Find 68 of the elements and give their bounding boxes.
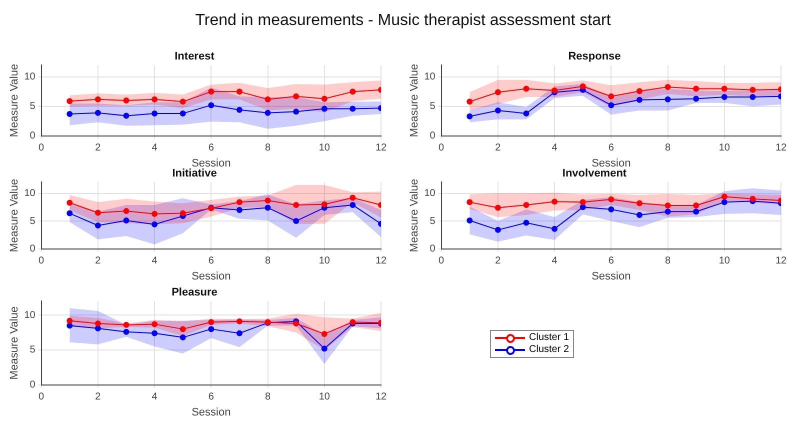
chart-title: Initiative bbox=[172, 168, 217, 180]
x-tick-label: 6 bbox=[608, 142, 614, 154]
y-tick-label: 0 bbox=[30, 244, 36, 255]
x-tick-label: 0 bbox=[438, 256, 445, 267]
chart-title: Trend in measurements - Music therapist assessment start bbox=[194, 12, 612, 30]
x-tick-label: 10 bbox=[318, 392, 330, 403]
x-tick-label: 2 bbox=[95, 256, 102, 267]
x-tick-label: 10 bbox=[718, 256, 730, 267]
x-tick-label: 10 bbox=[718, 142, 730, 154]
x-tick-label: 8 bbox=[264, 256, 271, 267]
x-tick-label: 2 bbox=[95, 392, 102, 403]
x-tick-label: 6 bbox=[608, 256, 614, 267]
x-tick-label: 12 bbox=[775, 142, 787, 154]
x-tick-label: 8 bbox=[664, 142, 671, 154]
y-tick-label: 10 bbox=[424, 188, 436, 200]
chart-title: Response bbox=[568, 50, 621, 63]
x-tick-label: 4 bbox=[152, 142, 158, 154]
y-tick-label: 5 bbox=[430, 216, 436, 227]
x-tick-label: 12 bbox=[375, 142, 387, 154]
x-tick-label: 0 bbox=[438, 142, 445, 154]
x-tick-label: 10 bbox=[318, 142, 330, 154]
y-tick-label: 0 bbox=[430, 130, 436, 142]
y-tick-label: 0 bbox=[30, 380, 36, 391]
x-tick-label: 0 bbox=[38, 256, 45, 267]
x-tick-label: 2 bbox=[495, 142, 502, 154]
y-axis-title: Measure Value bbox=[408, 64, 421, 138]
y-tick-label: 10 bbox=[24, 72, 36, 83]
chart-subtitle: Interest bbox=[174, 50, 215, 63]
y-tick-label: 0 bbox=[30, 130, 36, 142]
x-tick-label: 8 bbox=[264, 142, 271, 154]
y-tick-label: 5 bbox=[30, 344, 36, 356]
y-axis-title: Measure Value bbox=[408, 178, 421, 252]
x-axis-title: Session bbox=[592, 157, 631, 170]
legend-label: Cluster 2 bbox=[529, 344, 570, 356]
x-tick-label: 12 bbox=[375, 392, 387, 403]
x-tick-label: 8 bbox=[664, 256, 671, 267]
x-tick-label: 6 bbox=[208, 256, 214, 267]
y-tick-label: 10 bbox=[24, 310, 36, 321]
chart-title: Involvement bbox=[562, 168, 627, 180]
x-tick-label: 0 bbox=[38, 142, 45, 154]
x-tick-label: 2 bbox=[495, 256, 502, 267]
x-tick-label: 4 bbox=[152, 392, 158, 403]
legend-label: Cluster 1 bbox=[529, 332, 570, 344]
x-tick-label: 6 bbox=[208, 392, 214, 403]
x-tick-label: 0 bbox=[38, 392, 45, 403]
y-tick-label: 5 bbox=[430, 101, 436, 112]
x-tick-label: 8 bbox=[264, 392, 271, 403]
x-tick-label: 12 bbox=[375, 256, 387, 267]
x-axis-title: Session bbox=[192, 270, 231, 282]
y-tick-label: 10 bbox=[424, 72, 436, 83]
x-tick-label: 2 bbox=[95, 142, 102, 154]
x-tick-label: 12 bbox=[775, 256, 787, 267]
x-tick-label: 6 bbox=[208, 142, 214, 154]
x-tick-label: 4 bbox=[552, 142, 558, 154]
chart-title: Pleasure bbox=[172, 286, 218, 299]
x-axis-title: Session bbox=[192, 406, 231, 418]
x-tick-label: 10 bbox=[318, 256, 330, 267]
x-axis-title: Session bbox=[592, 270, 631, 282]
y-axis-title: Measure Value bbox=[8, 306, 21, 380]
y-tick-label: 10 bbox=[24, 188, 36, 200]
y-tick-label: 0 bbox=[430, 244, 436, 255]
y-axis-title: Measure Value bbox=[8, 178, 21, 252]
x-tick-label: 4 bbox=[552, 256, 558, 267]
x-tick-label: 4 bbox=[152, 256, 158, 267]
y-tick-label: 5 bbox=[30, 216, 36, 227]
y-axis-title: Measure Value bbox=[8, 64, 21, 138]
y-tick-label: 5 bbox=[30, 101, 36, 112]
x-axis-title: Session bbox=[192, 157, 231, 170]
